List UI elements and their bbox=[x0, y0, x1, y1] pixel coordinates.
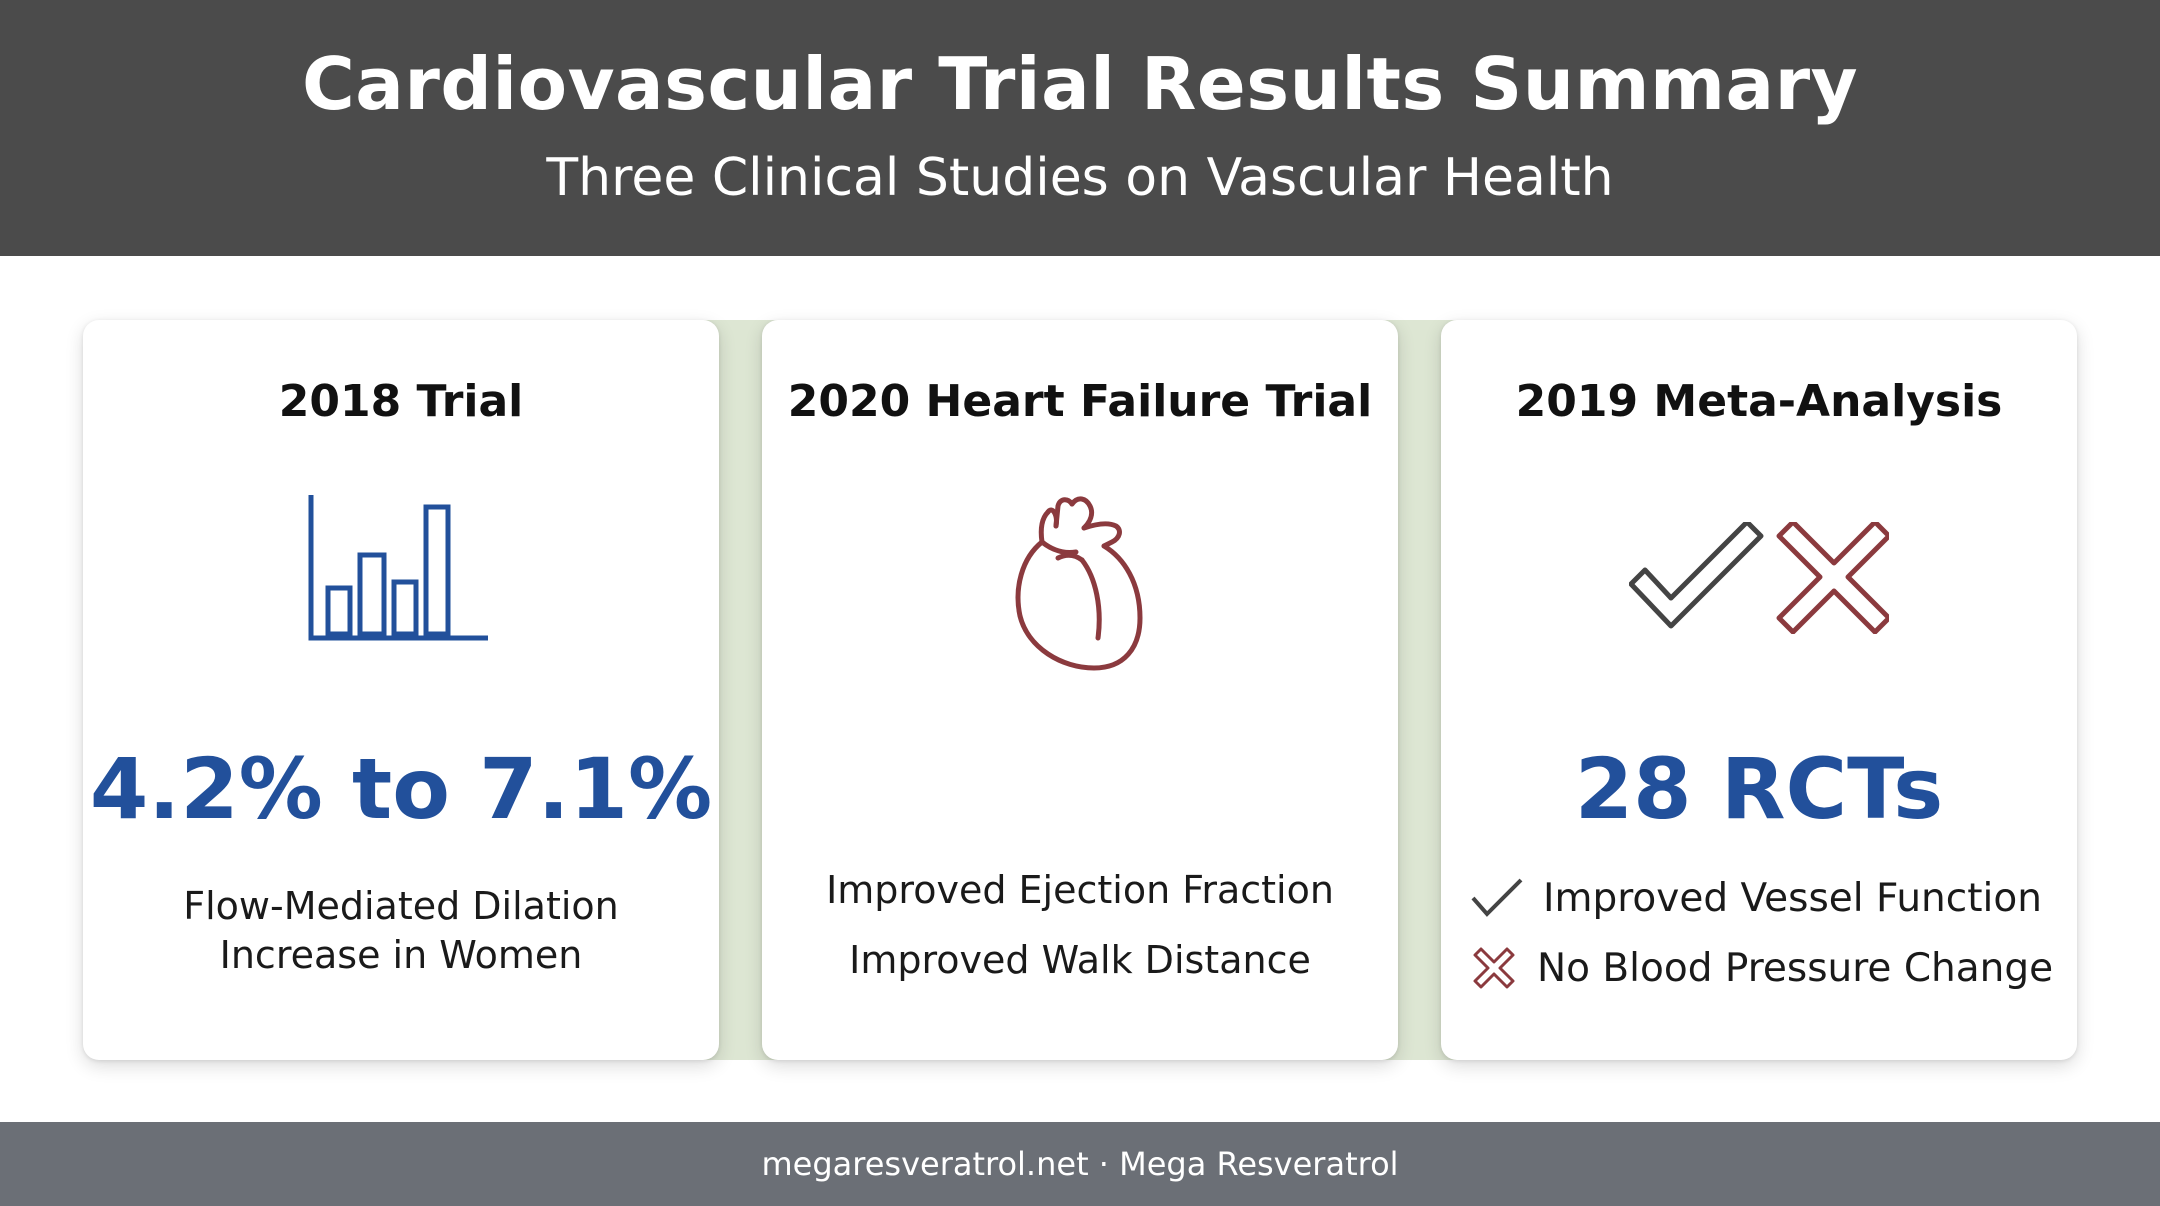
trial-card-2020: 2020 Heart Failure Trial Improved Ejecti… bbox=[762, 320, 1398, 1060]
check-and-cross-icon bbox=[1629, 522, 1889, 634]
result-line: Improved Walk Distance bbox=[849, 938, 1311, 982]
description-line: Flow-Mediated Dilation bbox=[183, 884, 619, 928]
finding-text: No Blood Pressure Change bbox=[1537, 945, 2054, 991]
trial-card-2018: 2018 Trial 4.2% to 7.1% Flow-Mediated Di… bbox=[83, 320, 719, 1060]
check-icon bbox=[1629, 522, 1764, 629]
header-banner: Cardiovascular Trial Results Summary Thr… bbox=[0, 0, 2160, 256]
result-list: Improved Ejection Fraction Improved Walk… bbox=[762, 855, 1398, 995]
meta-analysis-card-2019: 2019 Meta-Analysis 28 RCTs Improved Vess… bbox=[1441, 320, 2077, 1060]
stat-description: Flow-Mediated Dilation Increase in Women bbox=[83, 882, 719, 980]
footer-bar: megaresveratrol.net · Mega Resveratrol bbox=[0, 1122, 2160, 1206]
bar-chart-icon bbox=[308, 495, 488, 641]
heart-icon bbox=[1015, 496, 1143, 671]
result-line: Improved Ejection Fraction bbox=[826, 868, 1334, 912]
card-title: 2018 Trial bbox=[278, 376, 524, 427]
finding-item: Improved Vessel Function bbox=[1471, 866, 2042, 930]
page-subtitle: Three Clinical Studies on Vascular Healt… bbox=[546, 148, 1614, 208]
stat-value: 4.2% to 7.1% bbox=[89, 740, 713, 838]
finding-item: No Blood Pressure Change bbox=[1471, 936, 2053, 1000]
finding-text: Improved Vessel Function bbox=[1543, 875, 2042, 921]
description-line: Increase in Women bbox=[219, 933, 583, 977]
card-title: 2020 Heart Failure Trial bbox=[787, 376, 1373, 427]
cross-icon bbox=[1776, 522, 1889, 634]
page-title: Cardiovascular Trial Results Summary bbox=[301, 42, 1859, 126]
check-icon bbox=[1471, 878, 1523, 917]
stat-value: 28 RCTs bbox=[1574, 740, 1944, 838]
cross-icon bbox=[1473, 947, 1515, 989]
card-title: 2019 Meta-Analysis bbox=[1515, 376, 2003, 427]
footer-text: megaresveratrol.net · Mega Resveratrol bbox=[761, 1145, 1399, 1183]
